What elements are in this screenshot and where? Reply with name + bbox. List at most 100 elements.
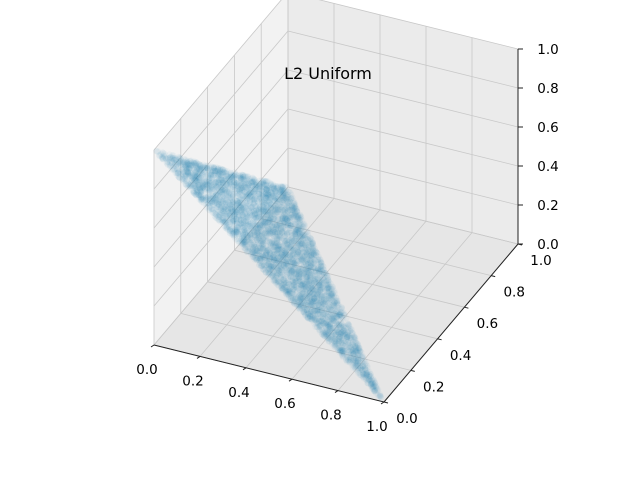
scatter-point [242, 173, 250, 180]
scatter-point [225, 188, 232, 195]
scatter-point [260, 260, 267, 268]
scatter-point [358, 349, 365, 356]
scatter-point [289, 247, 296, 254]
scatter-point [264, 219, 271, 226]
scatter-point [296, 278, 304, 285]
scatter-point [287, 222, 295, 229]
scatter-point [350, 338, 357, 346]
scatter-point [324, 274, 331, 282]
scatter-point [294, 249, 302, 256]
scatter-point [341, 345, 348, 352]
scatter-point [337, 324, 344, 331]
scatter-point [162, 155, 170, 163]
scatter-point [202, 162, 209, 169]
scatter-point [290, 212, 297, 219]
grid-floor-x-1 [199, 198, 335, 357]
scatter-point [340, 327, 348, 334]
scatter-point [283, 247, 290, 254]
scatter-point [195, 171, 202, 178]
scatter-point [292, 227, 299, 234]
scatter-point [227, 201, 234, 209]
scatter-point [302, 246, 309, 254]
scatter-point [197, 165, 205, 172]
scatter-point [294, 211, 301, 219]
scatter-point [309, 238, 316, 246]
scatter-point [307, 292, 314, 300]
scatter-point [333, 322, 341, 329]
scatter-point [304, 276, 311, 283]
scatter-point [297, 260, 305, 268]
scatter-point [348, 346, 355, 354]
scatter-point [352, 343, 359, 350]
scatter-point [213, 202, 221, 209]
scatter-point [244, 192, 251, 199]
scatter-point [296, 277, 303, 285]
scatter-point [319, 312, 327, 319]
scatter-point [303, 278, 311, 286]
scatter-point [244, 190, 251, 197]
scatter-point [320, 266, 327, 274]
scatter-point [338, 329, 345, 336]
scatter-point [316, 278, 324, 285]
scatter-point [371, 388, 379, 395]
scatter-point [250, 253, 257, 260]
scatter-point [290, 207, 297, 215]
scatter-point [190, 161, 198, 168]
scatter-point [289, 238, 296, 245]
scatter-point [328, 307, 335, 314]
scatter-point [205, 178, 212, 186]
scatter-point [265, 192, 273, 200]
scatter-point [286, 273, 294, 281]
scatter-point [253, 221, 260, 228]
scatter-point [295, 278, 302, 286]
scatter-point [154, 148, 162, 155]
scatter-point [221, 166, 228, 174]
scatter-point [274, 278, 281, 286]
scatter-point [226, 215, 233, 222]
scatter-point [288, 245, 295, 253]
scatter-point [325, 322, 332, 329]
scatter-point [234, 190, 241, 198]
scatter-point [338, 312, 346, 320]
scatter-point [376, 392, 383, 399]
scatter-point [221, 204, 228, 211]
scatter-point [244, 195, 251, 202]
scatter-point [341, 330, 348, 337]
scatter-point [196, 174, 203, 182]
scatter-point [214, 164, 222, 172]
scatter-point [232, 225, 239, 233]
scatter-point [272, 242, 279, 249]
scatter-point [301, 285, 308, 292]
scatter-point [277, 189, 284, 196]
scatter-point [251, 228, 259, 236]
scatter-point [318, 268, 326, 276]
scatter-point [270, 215, 278, 223]
scatter-point [293, 261, 300, 269]
scatter-point [201, 166, 208, 173]
scatter-point [284, 213, 292, 220]
scatter-point [337, 347, 344, 354]
scatter-point [291, 199, 298, 206]
scatter-point [272, 206, 279, 213]
scatter-point [174, 169, 181, 177]
scatter-point [176, 174, 183, 181]
scatter-point [232, 170, 239, 178]
scatter-point [248, 222, 256, 229]
scatter-point [298, 298, 305, 306]
scatter-point [261, 197, 268, 204]
scatter-point [210, 181, 217, 189]
scatter-point [364, 362, 371, 370]
scatter-point [260, 263, 267, 270]
scatter-point [290, 256, 297, 263]
scatter-point [275, 267, 282, 274]
scatter-point [224, 215, 232, 222]
scatter-point [290, 286, 297, 293]
scatter-point [276, 188, 284, 196]
grid-back-z-3 [287, 69, 519, 128]
scatter-point [266, 211, 274, 219]
scatter-point [182, 172, 189, 179]
scatter-point [324, 328, 332, 336]
scatter-point [290, 200, 298, 207]
scatter-point [215, 171, 223, 179]
scatter-point [210, 194, 217, 201]
